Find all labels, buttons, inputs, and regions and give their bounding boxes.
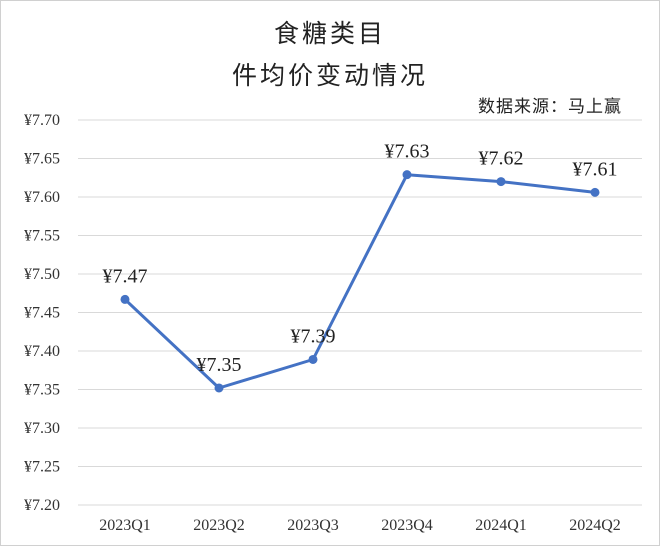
series-line (123, 173, 597, 390)
x-tick-label: 2024Q1 (475, 517, 527, 534)
data-point (496, 177, 506, 187)
gridlines (78, 119, 642, 506)
y-tick-label: ¥7.20 (24, 497, 60, 514)
data-label: ¥7.39 (291, 325, 336, 347)
y-tick-label: ¥7.50 (24, 266, 60, 283)
chart-source-note: 数据来源：马上赢 (478, 97, 622, 117)
data-label: ¥7.62 (479, 148, 524, 170)
chart-title-line-2: 件均价变动情况 (232, 61, 428, 90)
data-label: ¥7.61 (573, 158, 618, 180)
y-tick-label: ¥7.60 (24, 189, 60, 206)
y-tick-label: ¥7.35 (24, 382, 60, 399)
data-points (120, 170, 600, 393)
x-axis-ticks: 2023Q1 2023Q2 2023Q3 2023Q4 2024Q1 2024Q2 (99, 517, 621, 534)
data-point (308, 354, 318, 364)
y-tick-label: ¥7.55 (24, 228, 60, 245)
y-tick-label: ¥7.30 (24, 420, 60, 437)
data-label: ¥7.47 (103, 265, 148, 287)
data-point (590, 187, 600, 197)
x-tick-label: 2024Q2 (569, 517, 621, 534)
data-label: ¥7.35 (197, 354, 242, 376)
x-tick-label: 2023Q2 (193, 517, 245, 534)
data-point (120, 294, 130, 304)
data-labels: ¥7.47 ¥7.35 ¥7.39 ¥7.63 ¥7.62 ¥7.61 (103, 141, 618, 376)
x-tick-label: 2023Q4 (381, 517, 433, 534)
x-tick-label: 2023Q1 (99, 517, 151, 534)
chart-title-line-1: 食糖类目 (274, 19, 386, 48)
y-axis-ticks: ¥7.20 ¥7.25 ¥7.30 ¥7.35 ¥7.40 ¥7.45 ¥7.50 ¥7.55… (24, 112, 60, 514)
data-point (402, 170, 412, 180)
y-tick-label: ¥7.65 (24, 151, 60, 168)
y-tick-label: ¥7.45 (24, 305, 60, 322)
y-tick-label: ¥7.40 (24, 343, 60, 360)
x-tick-label: 2023Q3 (287, 517, 339, 534)
data-point (214, 383, 224, 393)
y-tick-label: ¥7.25 (24, 459, 60, 476)
data-label: ¥7.63 (385, 141, 430, 163)
y-tick-label: ¥7.70 (24, 112, 60, 129)
